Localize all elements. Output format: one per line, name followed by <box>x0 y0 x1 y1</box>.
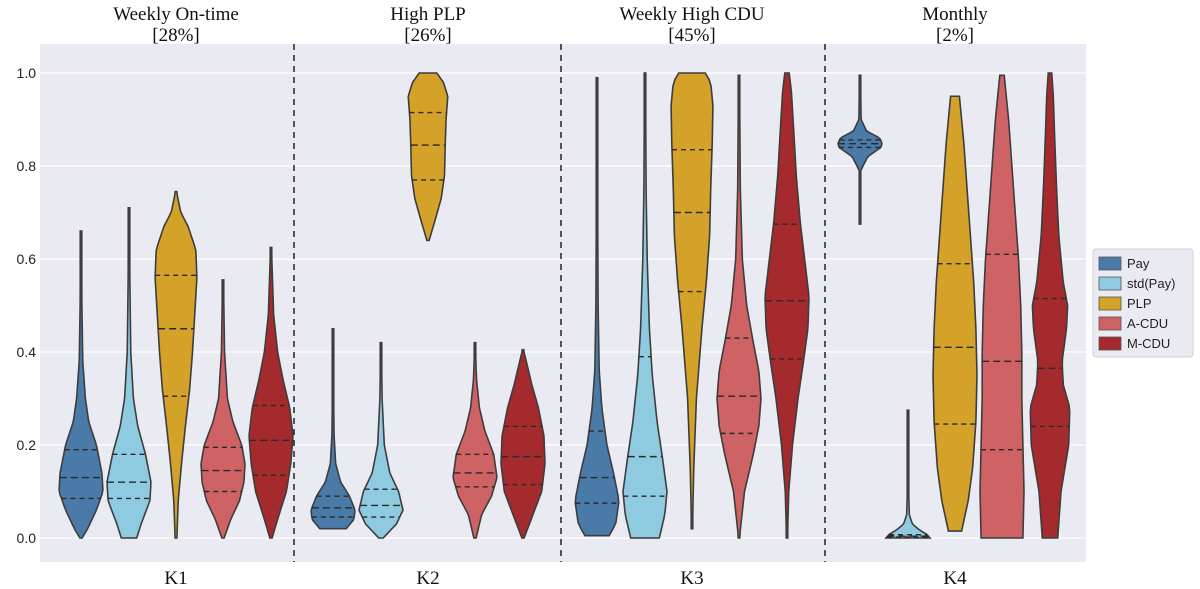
y-tick-label: 0.2 <box>17 437 37 453</box>
y-tick-label: 1.0 <box>17 65 37 81</box>
legend-swatch <box>1098 276 1122 291</box>
legend: Pay std(Pay) PLP A-CDU M-CDU <box>1092 248 1194 358</box>
legend-swatch <box>1098 336 1122 351</box>
panel-title: Weekly On-time <box>113 4 239 25</box>
violin-k1-std-pay <box>106 207 152 539</box>
cluster-label: K4 <box>943 568 967 589</box>
legend-swatch <box>1098 256 1122 271</box>
panel-share: [45%] <box>668 25 715 46</box>
violin-k2-plp <box>407 72 449 242</box>
violin-k3-pay <box>574 76 620 537</box>
cluster-label: K2 <box>416 568 439 589</box>
cluster-label: K3 <box>680 568 703 589</box>
panel-title: Monthly <box>922 4 988 25</box>
panel-title: High PLP <box>390 4 466 25</box>
violin-k4-std-pay <box>884 409 932 539</box>
y-axis-ticks: 0.0 0.2 0.4 0.6 0.8 1.0 <box>17 65 37 546</box>
plot-background <box>40 44 1086 562</box>
violin-k4-a-cdu <box>979 74 1025 539</box>
y-tick-label: 0.8 <box>17 158 37 174</box>
legend-swatch <box>1098 316 1122 331</box>
cluster-labels: K1 K2 K3 K4 <box>164 568 967 589</box>
legend-label: M-CDU <box>1127 336 1170 351</box>
violin-k2-pay <box>310 327 356 530</box>
violin-k3-a-cdu <box>716 74 762 539</box>
violin-k2-m-cdu <box>500 348 546 539</box>
violin-k1-pay <box>58 230 104 539</box>
panel-share: [2%] <box>936 25 974 46</box>
violin-k2-a-cdu <box>452 341 498 539</box>
panel-titles: Weekly On-time[28%] High PLP[26%] Weekly H… <box>113 4 988 46</box>
panel-dividers <box>293 44 826 562</box>
legend-swatch <box>1098 296 1122 311</box>
violin-k1-m-cdu <box>248 246 294 539</box>
violin-k1-plp <box>154 190 198 539</box>
legend-label: PLP <box>1127 296 1152 311</box>
panel-share: [26%] <box>404 25 451 46</box>
violin-k1-a-cdu <box>200 279 246 539</box>
panel-title: Weekly High CDU <box>619 4 764 25</box>
violin-k4-pay <box>837 74 883 225</box>
violin-k3-m-cdu <box>764 72 810 539</box>
legend-label: Pay <box>1127 256 1150 271</box>
violin-k4-plp <box>932 95 978 532</box>
panel-share: [28%] <box>152 25 199 46</box>
y-tick-label: 0.4 <box>17 344 37 360</box>
violins <box>58 72 1071 539</box>
y-tick-label: 0.6 <box>17 251 37 267</box>
violin-k3-std-pay <box>622 72 668 539</box>
cluster-label: K1 <box>164 568 187 589</box>
violin-k4-m-cdu <box>1029 72 1071 539</box>
violin-k3-plp <box>670 72 714 530</box>
legend-label: std(Pay) <box>1127 276 1175 291</box>
legend-label: A-CDU <box>1127 316 1168 331</box>
y-tick-label: 0.0 <box>17 530 37 546</box>
